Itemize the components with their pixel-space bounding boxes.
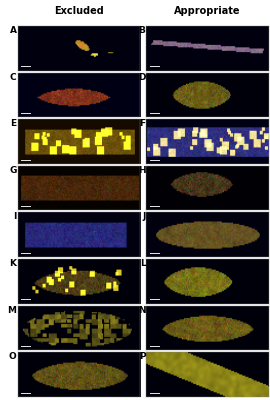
Text: M: M	[8, 306, 16, 314]
Text: B: B	[139, 26, 145, 35]
Text: O: O	[9, 352, 16, 361]
Text: Excluded: Excluded	[54, 6, 103, 16]
Text: H: H	[138, 166, 145, 175]
Text: D: D	[138, 72, 145, 82]
Text: N: N	[138, 306, 145, 314]
Text: Appropriate: Appropriate	[174, 6, 241, 16]
Text: J: J	[142, 212, 145, 221]
Text: I: I	[13, 212, 16, 221]
Text: P: P	[139, 352, 145, 361]
Text: K: K	[9, 259, 16, 268]
Text: F: F	[139, 119, 145, 128]
Text: E: E	[10, 119, 16, 128]
Text: A: A	[9, 26, 16, 35]
Text: C: C	[10, 72, 16, 82]
Text: G: G	[9, 166, 16, 175]
Text: L: L	[140, 259, 145, 268]
